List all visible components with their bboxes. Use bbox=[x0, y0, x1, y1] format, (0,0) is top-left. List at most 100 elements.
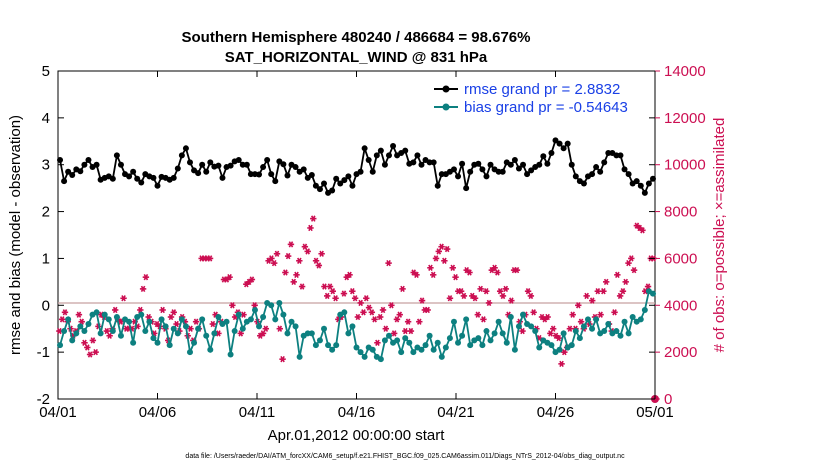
obs-count-point bbox=[268, 255, 275, 262]
obs-marker-core bbox=[364, 296, 368, 300]
rmse-point bbox=[548, 150, 555, 156]
bias-point bbox=[357, 349, 364, 356]
obs-marker-core bbox=[174, 322, 179, 326]
obs-count-point bbox=[477, 285, 484, 293]
obs-marker-core bbox=[320, 252, 324, 256]
obs-count-point bbox=[142, 273, 150, 281]
obs-count-point bbox=[639, 227, 646, 234]
rmse-point bbox=[280, 161, 287, 168]
rmse-point bbox=[264, 157, 271, 164]
obs-marker-core bbox=[540, 315, 544, 319]
bias-point bbox=[276, 299, 283, 306]
obs-marker-core bbox=[289, 242, 293, 246]
obs-marker-core bbox=[244, 282, 248, 286]
rmse-point bbox=[385, 152, 392, 159]
obs-marker-core bbox=[230, 303, 234, 307]
rmse-point bbox=[333, 175, 340, 182]
rmse-point bbox=[459, 160, 466, 167]
obs-count-point bbox=[457, 288, 465, 295]
legend-rmse-label: rmse grand pr = 2.8832 bbox=[464, 81, 620, 98]
bias-point bbox=[341, 309, 348, 316]
obs-marker-core bbox=[194, 320, 198, 324]
rmse-point bbox=[170, 174, 177, 181]
bias-point bbox=[629, 314, 636, 320]
rmse-point bbox=[410, 159, 417, 166]
y-left-tick-label: 1 bbox=[42, 250, 50, 267]
obs-marker-core bbox=[546, 315, 550, 319]
bias-point bbox=[199, 316, 206, 323]
obs-marker-core bbox=[459, 289, 463, 293]
obs-marker-core bbox=[325, 294, 329, 298]
bias-point bbox=[321, 325, 328, 332]
bias-point bbox=[455, 339, 462, 346]
obs-marker-core bbox=[208, 256, 212, 261]
obs-marker-core bbox=[278, 327, 282, 331]
obs-count-point bbox=[329, 288, 336, 295]
rmse-point bbox=[589, 171, 596, 178]
rmse-point bbox=[479, 166, 486, 173]
obs-marker-core bbox=[395, 317, 399, 321]
obs-count-point bbox=[276, 325, 283, 332]
obs-count-point bbox=[527, 292, 535, 300]
obs-marker-core bbox=[498, 289, 502, 293]
bias-point bbox=[418, 346, 425, 353]
rmse-point bbox=[601, 159, 608, 166]
chart-subtitle: SAT_HORIZONTAL_WIND @ 831 hPa bbox=[225, 49, 488, 66]
obs-marker-core bbox=[403, 329, 407, 333]
bias-point bbox=[406, 339, 413, 346]
bias-point bbox=[548, 342, 555, 349]
obs-marker-core bbox=[462, 294, 466, 298]
obs-count-point bbox=[363, 295, 370, 302]
bias-point bbox=[316, 337, 323, 344]
rmse-point bbox=[77, 168, 84, 175]
obs-marker-core bbox=[314, 259, 318, 263]
bias-point bbox=[349, 323, 356, 330]
obs-count-point bbox=[84, 344, 91, 351]
bias-point bbox=[57, 342, 64, 349]
obs-count-point bbox=[262, 325, 270, 332]
bias-point bbox=[296, 353, 303, 360]
obs-count-markers bbox=[56, 215, 659, 403]
rmse-point bbox=[499, 168, 506, 175]
rmse-point bbox=[69, 172, 76, 179]
data-file-footnote: data file: /Users/raeder/DAI/ATM_forcXX/… bbox=[185, 453, 625, 460]
obs-marker-core bbox=[479, 287, 483, 291]
obs-count-point bbox=[502, 285, 509, 293]
obs-marker-core bbox=[615, 273, 619, 277]
obs-count-point bbox=[407, 327, 415, 335]
obs-marker-core bbox=[138, 308, 142, 312]
obs-count-point bbox=[396, 311, 403, 318]
bias-point bbox=[487, 337, 494, 344]
obs-marker-core bbox=[250, 277, 254, 282]
obs-marker-core bbox=[448, 296, 452, 300]
bias-point bbox=[483, 328, 490, 335]
obs-count-point bbox=[81, 339, 88, 346]
obs-marker-core bbox=[509, 299, 513, 303]
obs-count-point bbox=[229, 302, 236, 309]
obs-marker-core bbox=[604, 280, 608, 284]
bias-point bbox=[568, 342, 575, 349]
bias-point bbox=[426, 332, 433, 339]
bias-point bbox=[430, 346, 437, 353]
obs-marker-core bbox=[638, 226, 642, 230]
obs-marker-core bbox=[331, 289, 335, 293]
obs-marker-core bbox=[88, 352, 92, 357]
rmse-point bbox=[552, 137, 559, 144]
y-right-tick-label: 10000 bbox=[664, 157, 706, 174]
obs-count-point bbox=[619, 288, 627, 295]
legend-rmse-marker bbox=[442, 85, 450, 93]
bias-point bbox=[178, 316, 185, 323]
bias-point bbox=[272, 316, 279, 323]
obs-marker-core bbox=[152, 331, 156, 335]
rmse-point bbox=[65, 168, 72, 175]
obs-marker-core bbox=[621, 289, 625, 293]
obs-marker-core bbox=[63, 310, 67, 314]
y-right-tick-label: 12000 bbox=[664, 110, 706, 127]
obs-count-point bbox=[357, 299, 364, 307]
obs-count-point bbox=[499, 292, 507, 300]
obs-count-point bbox=[312, 257, 320, 264]
obs-count-point bbox=[382, 325, 389, 332]
obs-marker-core bbox=[264, 327, 268, 331]
bias-point bbox=[81, 328, 88, 335]
obs-count-point bbox=[315, 262, 323, 269]
